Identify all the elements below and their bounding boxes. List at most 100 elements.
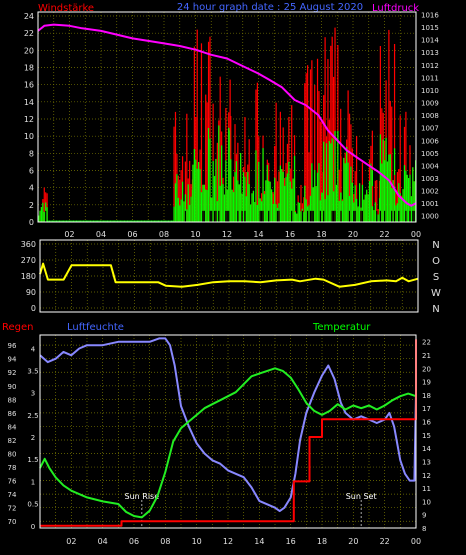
wind-gust-bar	[327, 59, 329, 223]
wind-average-bar	[338, 200, 340, 222]
wind-average-bar	[405, 170, 407, 222]
wind-average-bar	[104, 220, 106, 222]
wind-calm-bar	[244, 210, 246, 222]
wind-average-bar	[143, 220, 146, 222]
x-tick-label: 14	[254, 537, 264, 546]
wind-average-bar	[251, 193, 253, 222]
wind-average-bar	[296, 213, 298, 222]
wind-average-bar	[156, 220, 158, 222]
wind-average-bar	[139, 220, 141, 222]
wind-calm-bar	[209, 210, 211, 222]
x-tick-label: 10	[190, 230, 200, 239]
wind-calm-bar	[348, 210, 351, 222]
wind-average-bar	[350, 166, 352, 222]
wind-calm-bar	[361, 210, 364, 222]
wind-average-bar	[95, 220, 97, 222]
y-tick-label-wind: 2	[29, 201, 34, 210]
wind-average-bar	[297, 202, 299, 222]
wind-gust-bar	[391, 106, 393, 222]
wind-average-bar	[160, 220, 163, 222]
x-tick-label: 16	[286, 537, 296, 546]
wind-average-bar	[238, 184, 240, 222]
wind-average-bar	[75, 220, 78, 222]
wind-average-bar	[379, 134, 381, 222]
wind-calm-bar	[228, 210, 230, 222]
wind-gust-bar	[399, 115, 401, 222]
direction-letter: W	[431, 288, 441, 299]
wind-average-bar	[199, 169, 201, 222]
wind-calm-bar	[276, 210, 279, 222]
y-tick-label-direction: 180	[21, 272, 36, 281]
wind-average-bar	[85, 220, 87, 222]
wind-average-bar	[274, 177, 276, 222]
wind-gust-bar	[307, 65, 309, 222]
y-tick-label-wind: 16	[24, 81, 34, 90]
y-tick-label-humidity: 80	[8, 451, 17, 459]
wind-average-bar	[354, 185, 356, 222]
y-tick-label-pressure: 1006	[421, 137, 439, 145]
wind-average-bar	[202, 184, 204, 222]
y-tick-label-wind: 8	[29, 149, 34, 158]
y-tick-label-pressure: 1007	[421, 125, 439, 133]
wind-calm-bar	[309, 210, 312, 222]
y-tick-label-pressure: 1002	[421, 188, 439, 196]
y-tick-label-temperature: 22	[422, 339, 431, 347]
y-tick-label-wind: 24	[24, 12, 34, 21]
wind-average-bar	[159, 220, 161, 222]
y-tick-label-humidity: 76	[8, 478, 17, 486]
y-tick-label-humidity: 94	[8, 356, 17, 364]
temperature-line	[39, 367, 417, 519]
wind-average-bar	[206, 190, 208, 222]
wind-calm-bar	[353, 210, 355, 222]
wind-average-bar	[192, 164, 194, 222]
wind-gust-bar	[348, 113, 351, 222]
wind-average-bar	[138, 220, 140, 222]
rain-line	[40, 339, 417, 527]
wind-average-bar	[118, 220, 120, 222]
x-tick-label: 18	[317, 537, 327, 546]
x-tick-label: 04	[98, 537, 108, 546]
y-tick-label-pressure: 1000	[421, 213, 439, 221]
wind-calm-bar	[412, 210, 414, 222]
wind-average-bar	[221, 145, 223, 222]
wind-average-bar	[255, 150, 257, 222]
humidity-line	[39, 337, 417, 513]
wind-average-bar	[279, 165, 281, 222]
wind-average-bar	[207, 128, 210, 222]
wind-average-bar	[368, 180, 371, 222]
wind-gust-bar	[308, 152, 310, 222]
wind-average-bar	[343, 157, 345, 222]
y-tick-label-wind: 4	[29, 184, 34, 193]
wind-gust-bar	[347, 90, 349, 222]
y-tick-label-wind: 10	[24, 132, 34, 141]
y-tick-label-humidity: 84	[8, 423, 17, 431]
wind-average-bar	[335, 184, 338, 222]
wind-gust-bar	[303, 197, 305, 222]
wind-gust-bar	[314, 84, 316, 222]
wind-calm-bar	[211, 210, 213, 222]
wind-average-bar	[68, 220, 70, 222]
wind-average-bar	[272, 203, 274, 222]
x-tick-label: 06	[127, 230, 137, 239]
wind-average-bar	[328, 140, 330, 222]
wind-average-bar	[198, 162, 200, 222]
wind-average-bar	[177, 197, 179, 222]
wind-average-bar	[391, 188, 393, 222]
x-tick-label: 06	[129, 537, 139, 546]
wind-average-bar	[213, 176, 216, 222]
wind-average-bar	[318, 163, 320, 222]
wind-average-bar	[248, 184, 250, 222]
y-tick-label-pressure: 1011	[421, 74, 439, 82]
wind-calm-bar	[398, 210, 400, 222]
x-tick-label: 20	[348, 537, 358, 546]
wind-average-bar	[106, 220, 109, 222]
y-tick-label-humidity: 86	[8, 410, 17, 418]
y-tick-label-humidity: 90	[8, 383, 17, 391]
wind-gust-bar	[206, 102, 208, 222]
wind-average-bar	[40, 206, 43, 222]
wind-average-bar	[51, 220, 53, 222]
wind-average-bar	[165, 220, 167, 222]
wind-average-bar	[70, 220, 72, 222]
y-tick-label-temperature: 15	[422, 432, 431, 440]
wind-calm-bar	[311, 210, 313, 222]
